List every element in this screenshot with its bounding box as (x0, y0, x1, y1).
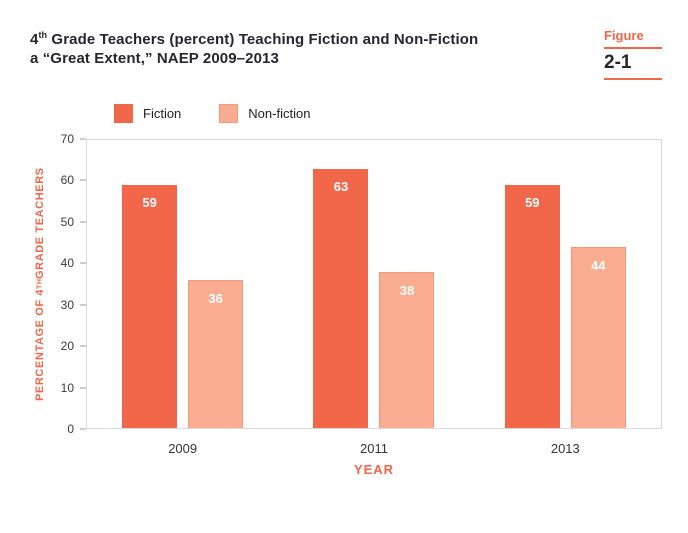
x-tick-label: 2013 (550, 441, 580, 456)
bar-value-label: 44 (591, 257, 606, 273)
fiction-bar-2011: 63 (313, 168, 369, 428)
legend: Fiction Non-fiction (114, 104, 662, 123)
x-tick-label: 2011 (360, 441, 388, 456)
bar-value-label: 36 (208, 290, 223, 306)
y-axis-title: PERCENTAGE OF 4 TH GRADE TEACHERS (34, 166, 46, 402)
chart: PERCENTAGE OF 4 TH GRADE TEACHERS 0 10 20 30… (30, 132, 662, 456)
x-axis-title: YEAR (353, 462, 395, 477)
y-tick-mark (80, 179, 86, 181)
fiction-bar-2013: 59 (504, 185, 560, 428)
legend-item-non-fiction: Non-fiction (219, 104, 310, 123)
y-tick-mark (80, 221, 86, 223)
y-tick-label: 40 (60, 256, 74, 271)
nonfiction-bar-2013: 44 (570, 246, 626, 428)
bar-group-2011: 63 38 2011 (313, 140, 435, 456)
y-tick-label: 50 (60, 214, 74, 229)
chart-title: 4th Grade Teachers (percent) Teaching Fi… (30, 26, 478, 68)
y-tick-label: 20 (60, 339, 74, 354)
y-tick-mark (80, 138, 86, 140)
figure-badge: Figure 2-1 (604, 28, 662, 80)
y-tick-label: 0 (67, 422, 74, 436)
legend-label: Fiction (143, 106, 182, 121)
legend-item-fiction: Fiction (114, 104, 181, 123)
y-tick-label: 10 (60, 380, 74, 395)
fiction-bar-2009: 59 (122, 185, 178, 428)
y-tick-mark (80, 387, 86, 389)
y-tick-label: 70 (60, 132, 74, 146)
y-tick-mark (80, 304, 86, 306)
bar-value-label: 63 (333, 178, 349, 194)
figure-badge-number: 2-1 (604, 49, 662, 80)
bar-value-label: 59 (525, 195, 540, 211)
bar-value-label: 59 (142, 195, 157, 211)
y-tick-label: 30 (60, 297, 74, 312)
header: 4th Grade Teachers (percent) Teaching Fi… (30, 26, 662, 80)
y-axis: 0 10 20 30 40 50 60 70 (50, 132, 86, 436)
nonfiction-bar-2009: 36 (188, 279, 244, 428)
legend-swatch-non-fiction (219, 104, 239, 123)
chart-title-line1: 4th Grade Teachers (percent) Teaching Fi… (30, 30, 479, 48)
bar-group-2013: 59 44 2013 (504, 140, 626, 456)
legend-label: Non-fiction (248, 106, 311, 121)
figure-badge-label: Figure (604, 28, 662, 49)
y-tick-mark (80, 262, 86, 264)
y-tick-label: 60 (60, 173, 74, 188)
x-tick-label: 2009 (168, 441, 198, 456)
y-tick-mark (80, 428, 86, 430)
x-axis-title-row: YEAR (86, 461, 662, 479)
bar-group-2009: 59 36 2009 (122, 140, 244, 456)
chart-title-line2: a “Great Extent,” NAEP 2009–2013 (30, 50, 279, 67)
y-tick-mark (80, 345, 86, 347)
bar-value-label: 38 (399, 282, 415, 298)
plot-area: 59 36 2009 63 38 2011 59 44 2013 (86, 139, 662, 456)
legend-swatch-fiction (114, 104, 133, 123)
nonfiction-bar-2011: 38 (379, 271, 435, 428)
